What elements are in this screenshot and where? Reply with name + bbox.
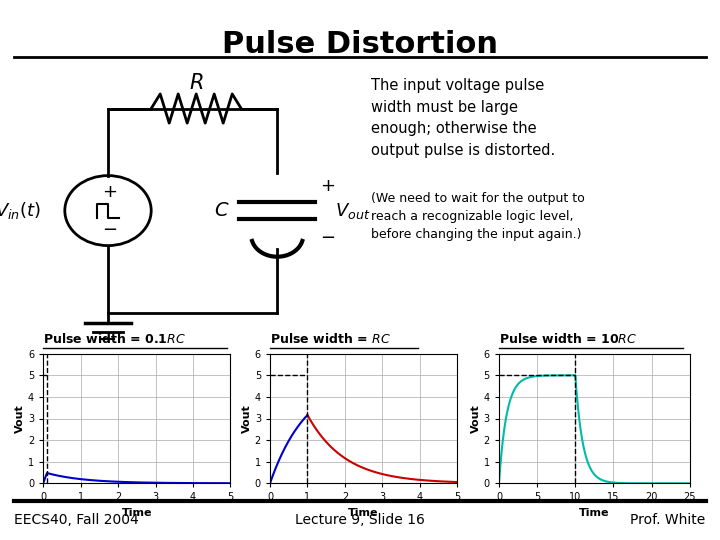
Y-axis label: Vout: Vout: [15, 404, 25, 433]
X-axis label: Time: Time: [348, 508, 379, 518]
X-axis label: Time: Time: [579, 508, 610, 518]
Text: $C$: $C$: [214, 201, 229, 220]
Text: Pulse Distortion: Pulse Distortion: [222, 30, 498, 59]
Y-axis label: Vout: Vout: [242, 404, 252, 433]
Text: Pulse width = 10$\mathit{RC}$: Pulse width = 10$\mathit{RC}$: [499, 332, 637, 346]
Text: Prof. White: Prof. White: [630, 512, 706, 526]
Text: EECS40, Fall 2004: EECS40, Fall 2004: [14, 512, 139, 526]
Text: Pulse width = $\mathit{RC}$: Pulse width = $\mathit{RC}$: [270, 332, 391, 346]
Text: The input voltage pulse
width must be large
enough; otherwise the
output pulse i: The input voltage pulse width must be la…: [371, 78, 555, 158]
Text: +: +: [320, 177, 335, 195]
Text: Pulse width = 0.1$\mathit{RC}$: Pulse width = 0.1$\mathit{RC}$: [43, 332, 186, 346]
X-axis label: Time: Time: [122, 508, 152, 518]
Y-axis label: Vout: Vout: [471, 404, 481, 433]
Text: −: −: [102, 221, 117, 239]
Text: (We need to wait for the output to
reach a recognizable logic level,
before chan: (We need to wait for the output to reach…: [371, 192, 585, 241]
Text: $R$: $R$: [189, 72, 204, 92]
Text: $V_{in}(t)$: $V_{in}(t)$: [0, 200, 41, 221]
Text: Lecture 9, Slide 16: Lecture 9, Slide 16: [295, 512, 425, 526]
Text: −: −: [320, 230, 336, 247]
Text: $V_{out}$: $V_{out}$: [335, 200, 370, 221]
Text: +: +: [102, 184, 117, 201]
